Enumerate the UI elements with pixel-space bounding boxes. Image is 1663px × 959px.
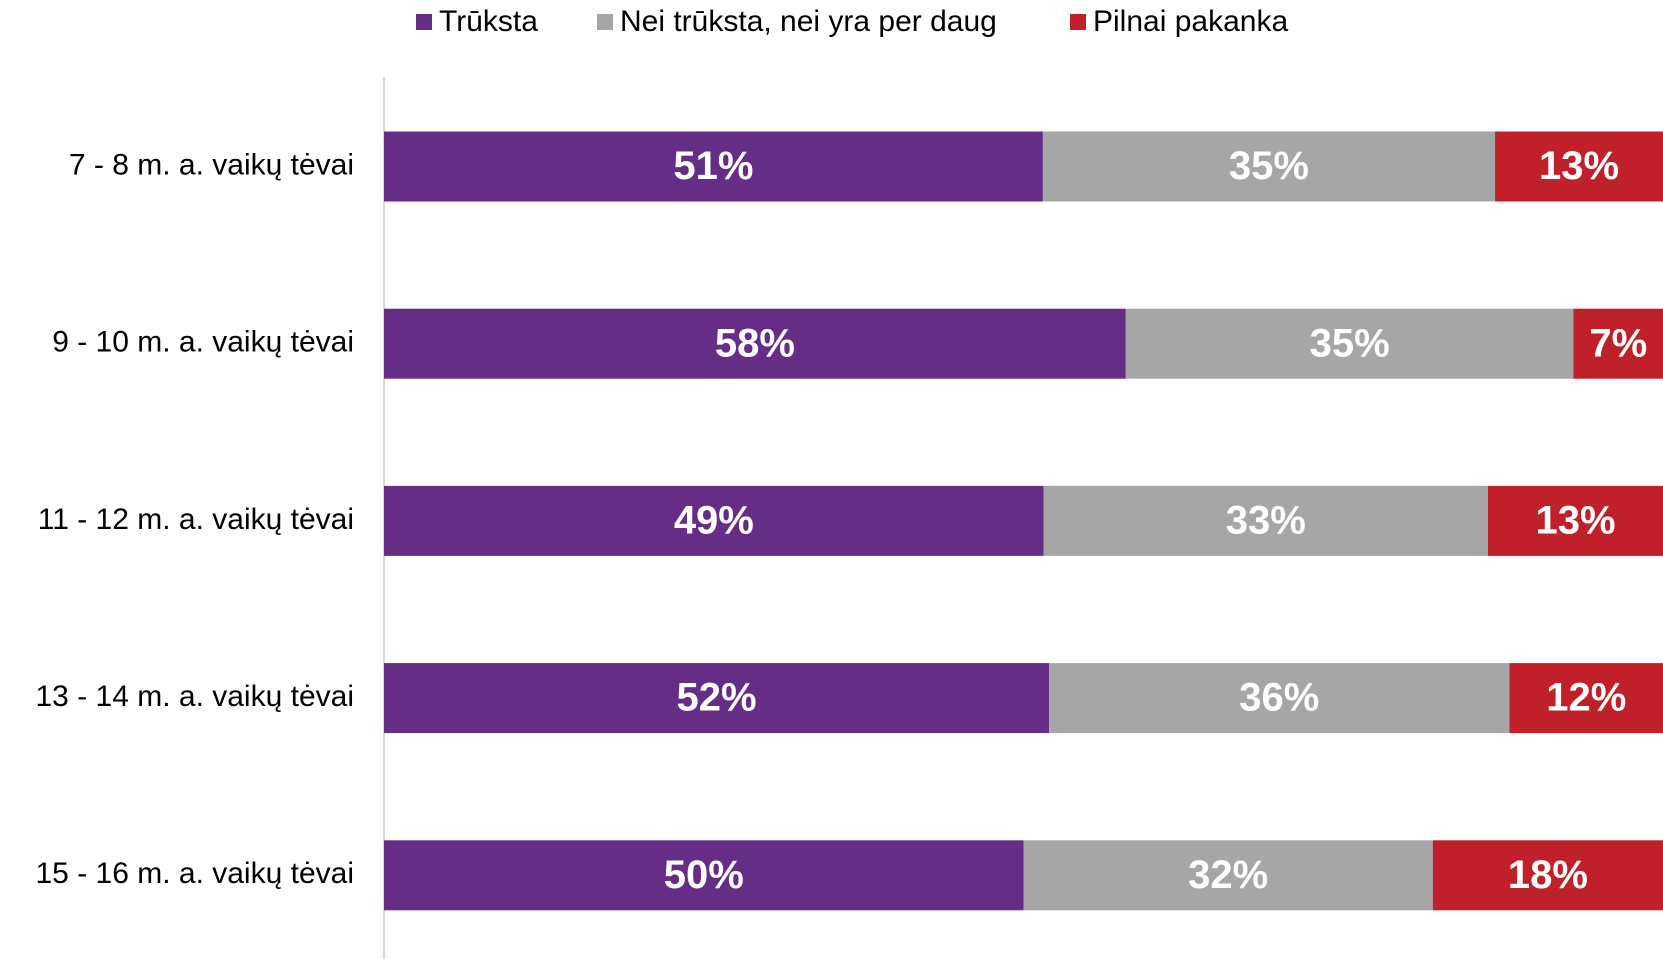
bar-segment	[1432, 840, 1663, 911]
legend-label: Trūksta	[439, 5, 538, 38]
y-tick-label: 9 - 10 m. a. vaikų tėvai	[52, 326, 354, 359]
bar-segment	[384, 308, 1126, 379]
legend-swatch	[1070, 14, 1086, 30]
y-tick-label: 7 - 8 m. a. vaikų tėvai	[69, 148, 354, 181]
bar-segment	[1495, 131, 1663, 202]
legend-swatch	[416, 14, 432, 30]
data-label: 35%	[1229, 144, 1309, 188]
data-label: 50%	[664, 853, 744, 897]
data-label: 51%	[673, 144, 753, 188]
y-tick-label: 15 - 16 m. a. vaikų tėvai	[36, 857, 355, 890]
bar-segment	[384, 663, 1050, 734]
y-tick-label: 11 - 12 m. a. vaikų tėvai	[38, 503, 354, 536]
data-label: 18%	[1508, 853, 1588, 897]
data-label: 49%	[674, 498, 754, 542]
bar-segment	[1049, 663, 1510, 734]
data-label: 7%	[1589, 321, 1647, 365]
data-label: 33%	[1226, 498, 1306, 542]
bar-segment	[1042, 131, 1496, 202]
legend-label: Nei trūksta, nei yra per daug	[620, 5, 997, 38]
bar-segment	[384, 840, 1024, 911]
bar-segment	[1043, 485, 1488, 556]
data-label: 52%	[677, 676, 757, 720]
data-label: 12%	[1546, 676, 1626, 720]
bar-segment	[384, 131, 1043, 202]
bar-segment	[1509, 663, 1663, 734]
data-label: 36%	[1239, 676, 1319, 720]
y-tick-label: 13 - 14 m. a. vaikų tėvai	[36, 680, 355, 713]
data-label: 32%	[1188, 853, 1268, 897]
bar-segment	[1023, 840, 1433, 911]
bar-segment	[1125, 308, 1574, 379]
data-label: 13%	[1535, 498, 1615, 542]
data-label: 13%	[1539, 144, 1619, 188]
data-label: 35%	[1310, 321, 1390, 365]
legend-swatch	[597, 14, 613, 30]
legend-label: Pilnai pakanka	[1093, 5, 1288, 38]
data-label: 58%	[715, 321, 795, 365]
bar-segment	[1487, 485, 1663, 556]
bar-segment	[1573, 308, 1663, 379]
bar-segment	[384, 485, 1044, 556]
